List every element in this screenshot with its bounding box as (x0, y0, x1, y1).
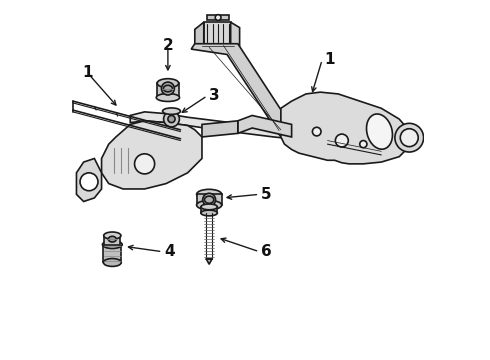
Ellipse shape (164, 85, 172, 92)
Ellipse shape (201, 204, 218, 210)
Polygon shape (76, 158, 101, 202)
Ellipse shape (367, 114, 392, 149)
Text: 3: 3 (209, 88, 220, 103)
Polygon shape (202, 121, 238, 137)
Polygon shape (206, 259, 212, 264)
Ellipse shape (196, 189, 221, 199)
Ellipse shape (157, 79, 179, 87)
Ellipse shape (201, 210, 218, 216)
Polygon shape (191, 44, 292, 137)
Text: 6: 6 (261, 244, 272, 259)
Text: 1: 1 (82, 65, 93, 80)
Circle shape (164, 111, 179, 127)
Circle shape (168, 116, 175, 123)
Ellipse shape (104, 232, 121, 239)
Polygon shape (130, 112, 292, 139)
Text: 2: 2 (163, 38, 173, 53)
Circle shape (135, 154, 155, 174)
Text: 1: 1 (324, 52, 334, 67)
Text: 4: 4 (164, 244, 175, 259)
Ellipse shape (163, 108, 180, 114)
Polygon shape (196, 194, 221, 205)
Polygon shape (238, 116, 292, 137)
Ellipse shape (196, 201, 221, 210)
Ellipse shape (103, 258, 122, 266)
Circle shape (400, 129, 418, 147)
Polygon shape (207, 15, 229, 21)
Polygon shape (103, 244, 122, 262)
Ellipse shape (156, 94, 179, 102)
Circle shape (335, 134, 348, 147)
Text: 5: 5 (261, 187, 272, 202)
Circle shape (215, 15, 221, 21)
Polygon shape (157, 83, 179, 98)
Polygon shape (204, 22, 231, 44)
Circle shape (395, 123, 423, 152)
Circle shape (203, 193, 216, 206)
Polygon shape (104, 235, 120, 244)
Ellipse shape (108, 236, 116, 242)
Polygon shape (231, 22, 240, 46)
Polygon shape (101, 121, 202, 189)
Ellipse shape (204, 196, 214, 203)
Circle shape (313, 127, 321, 136)
Polygon shape (201, 207, 217, 213)
Polygon shape (281, 92, 410, 164)
Polygon shape (195, 22, 204, 49)
Circle shape (161, 82, 174, 95)
Circle shape (80, 173, 98, 191)
Circle shape (360, 140, 367, 148)
Ellipse shape (102, 240, 122, 248)
